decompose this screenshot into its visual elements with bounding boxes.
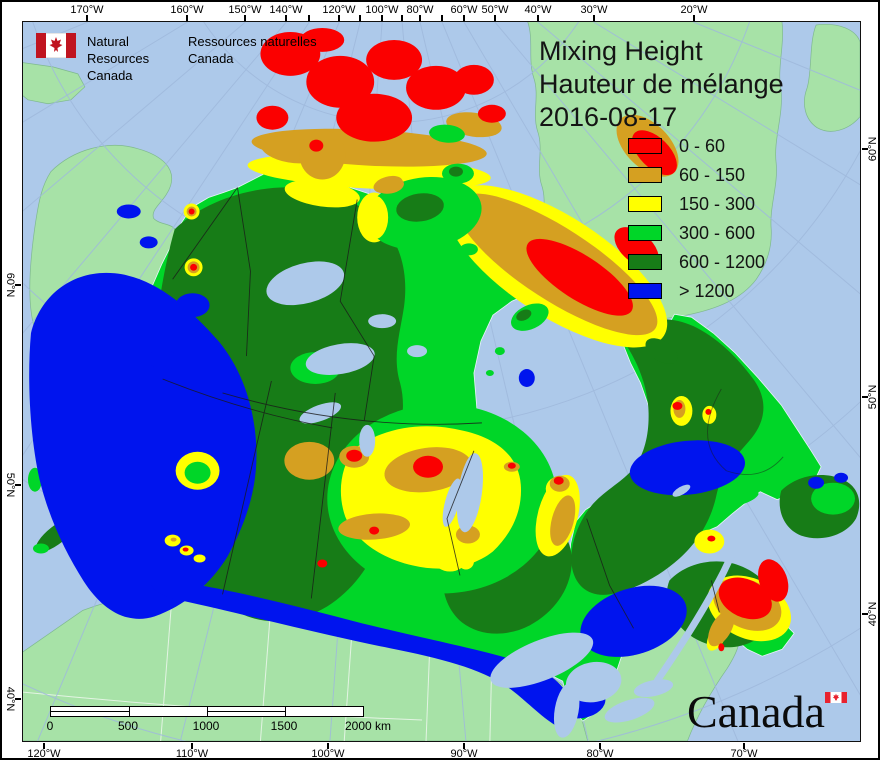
bottom-axis-label: 80°W xyxy=(586,748,614,760)
logo-text-en-1: Natural Resources xyxy=(87,34,150,66)
victoria-island-fringe xyxy=(360,177,404,240)
bottom-axis-tick xyxy=(743,743,745,749)
top-axis-label: 120°W xyxy=(322,4,356,16)
legend-item: 150 - 300 xyxy=(628,193,765,214)
bottom-axis-label: 90°W xyxy=(450,748,478,760)
green-core-in-yellow xyxy=(184,461,211,484)
right-axis-tick xyxy=(862,396,868,398)
scale-bar: 0 500 1000 1500 2000 km xyxy=(46,706,391,740)
top-axis-label: 40°W xyxy=(524,4,552,16)
legend-item: 600 - 1200 xyxy=(628,251,766,272)
legend-swatch xyxy=(628,225,662,241)
logo-text-fr-2: Canada xyxy=(188,51,234,66)
legend-swatch xyxy=(628,138,662,154)
canada-layer xyxy=(27,27,860,738)
scale-bar-labels: 0 500 1000 1500 2000 km xyxy=(46,719,391,735)
canada-wordmark: Canada xyxy=(687,686,860,740)
right-axis-label: 50°N xyxy=(867,384,879,410)
bottom-axis-label: 70°W xyxy=(730,748,758,760)
wordmark-text: Canada xyxy=(687,686,825,737)
bottom-axis-label: 100°W xyxy=(311,748,345,760)
left-axis-label: 50°N xyxy=(4,472,16,498)
left-axis-label: 40°N xyxy=(4,686,16,712)
lakes-layer xyxy=(266,261,751,738)
legend-item: > 1200 xyxy=(628,280,765,301)
graticule-meridian xyxy=(537,22,860,295)
scale-bar-graphic xyxy=(50,706,364,717)
legend-item: 60 - 150 xyxy=(628,164,765,185)
iceland xyxy=(804,24,860,132)
legend-swatch xyxy=(628,167,662,183)
top-axis-label: 140°W xyxy=(269,4,303,16)
legend-item-label: 300 - 600 xyxy=(679,222,756,243)
logo-text-fr-1: Ressources naturelles xyxy=(188,34,317,49)
legend-swatch xyxy=(628,196,662,212)
bottom-axis-tick xyxy=(463,743,465,749)
wordmark-flag-icon xyxy=(825,692,847,703)
map-title: Mixing Height Hauteur de mélange 2016-08… xyxy=(539,35,784,134)
logo-text-en-2: Canada xyxy=(87,68,133,83)
left-axis-label: 60°N xyxy=(4,272,16,298)
graticule-meridian xyxy=(494,22,860,458)
top-axis-label: 170°W xyxy=(70,4,104,16)
top-axis-label: 150°W xyxy=(228,4,262,16)
top-axis-label: 30°W xyxy=(580,4,608,16)
left-axis-tick xyxy=(15,484,21,486)
arctic-islands-darkgreen xyxy=(396,166,678,364)
title-line-en: Mixing Height xyxy=(539,36,703,66)
left-axis-tick xyxy=(15,698,21,700)
bottom-axis-tick xyxy=(327,743,329,749)
canada-flag-icon xyxy=(36,33,76,58)
legend-item-label: 60 - 150 xyxy=(679,164,746,185)
bottom-axis-tick xyxy=(43,743,45,749)
right-axis-tick xyxy=(862,613,868,615)
province-borders xyxy=(162,187,784,629)
top-axis-label: 80°W xyxy=(406,4,434,16)
left-axis-tick xyxy=(15,284,21,286)
region-class-gt-1200 xyxy=(29,204,849,729)
top-axis-label: 160°W xyxy=(170,4,204,16)
title-line-fr: Hauteur de mélange xyxy=(539,69,784,99)
legend-swatch xyxy=(628,254,662,270)
anticosti-island xyxy=(728,491,759,506)
map-canvas: Natural Resources Canada Ressources natu… xyxy=(22,21,861,742)
top-axis-label: 20°W xyxy=(680,4,708,16)
bottom-axis-label: 110°W xyxy=(175,748,209,760)
graticule-meridian xyxy=(23,22,287,334)
legend-swatch xyxy=(628,283,662,299)
graticule-meridian xyxy=(23,22,246,212)
legend-item-label: 600 - 1200 xyxy=(679,251,766,272)
graticule-meridian xyxy=(593,22,860,186)
legend-item-label: 150 - 300 xyxy=(679,193,756,214)
right-axis-tick xyxy=(862,148,868,150)
right-axis-label: 40°N xyxy=(867,601,879,627)
bottom-axis-label: 120°W xyxy=(27,748,61,760)
graticule-meridian xyxy=(441,22,739,741)
top-axis-label: 60°W xyxy=(450,4,478,16)
scale-bar-tick-label: 1000 xyxy=(192,719,220,733)
canada-mixing-height-map xyxy=(23,22,860,741)
legend-item-label: 0 - 60 xyxy=(679,135,726,156)
government-logo: Natural Resources Canada Ressources natu… xyxy=(36,33,338,84)
bottom-axis-tick xyxy=(599,743,601,749)
scale-bar-tick-label: 2000 km xyxy=(344,719,392,733)
scale-bar-tick-label: 500 xyxy=(117,719,139,733)
legend-item: 0 - 60 xyxy=(628,135,765,156)
top-axis-label: 50°W xyxy=(481,4,509,16)
title-date: 2016-08-17 xyxy=(539,102,678,132)
legend-item-label: > 1200 xyxy=(679,280,735,301)
top-axis-label: 100°W xyxy=(365,4,399,16)
scale-bar-tick-label: 0 xyxy=(46,719,54,733)
legend-item: 300 - 600 xyxy=(628,222,765,243)
scale-bar-tick-label: 1500 xyxy=(270,719,298,733)
right-axis-label: 60°N xyxy=(867,136,879,162)
legend: 0 - 60 60 - 150 150 - 300 300 - 600 600 - 12… xyxy=(628,135,766,312)
bottom-axis-tick xyxy=(191,743,193,749)
